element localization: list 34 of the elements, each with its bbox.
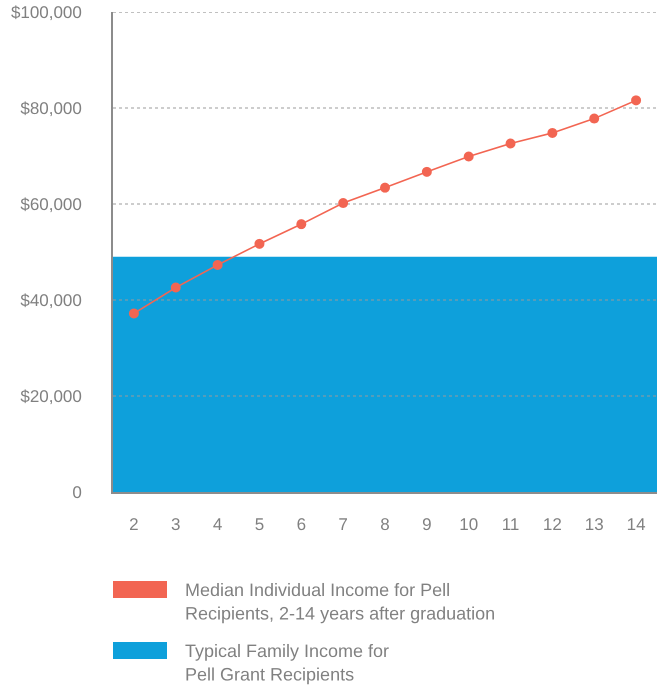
point xyxy=(338,198,348,208)
y-tick-label: $100,000 xyxy=(10,2,82,22)
point xyxy=(506,138,516,149)
point xyxy=(170,282,181,293)
y-tick-label: 0 xyxy=(72,482,82,502)
point xyxy=(631,95,642,106)
point xyxy=(254,238,264,249)
point xyxy=(380,182,390,193)
x-tick-label: 11 xyxy=(502,515,520,534)
point xyxy=(212,260,223,270)
x-tick-label: 2 xyxy=(129,515,139,534)
point xyxy=(296,219,306,230)
x-tick-label: 13 xyxy=(584,515,604,534)
x-tick-label: 7 xyxy=(338,515,348,534)
x-tick-label: 6 xyxy=(296,515,306,534)
y-tick-label: $40,000 xyxy=(20,290,82,310)
x-tick-label: 8 xyxy=(380,515,390,534)
y-tick-label: $60,000 xyxy=(20,194,82,214)
y-tick-label: $80,000 xyxy=(20,98,82,118)
x-tick-label: 10 xyxy=(459,515,478,534)
x-tick-label: 3 xyxy=(171,515,181,534)
x-tick-label: 9 xyxy=(422,515,432,534)
x-tick-label: 12 xyxy=(542,515,562,534)
x-tick-label: 14 xyxy=(626,515,646,534)
point xyxy=(547,128,558,138)
legend-label: Median Individual Income for Pell Recipients, 2-14 years after graduation xyxy=(185,580,496,624)
point xyxy=(464,151,474,162)
legend-label: Typical Family Income for Pell Grant Recipients xyxy=(185,641,390,684)
x-tick-label: 5 xyxy=(254,515,264,534)
point xyxy=(128,308,139,318)
point xyxy=(589,114,600,124)
x-tick-label: 4 xyxy=(212,515,222,534)
point xyxy=(422,166,432,177)
y-tick-label: $20,000 xyxy=(20,386,82,406)
